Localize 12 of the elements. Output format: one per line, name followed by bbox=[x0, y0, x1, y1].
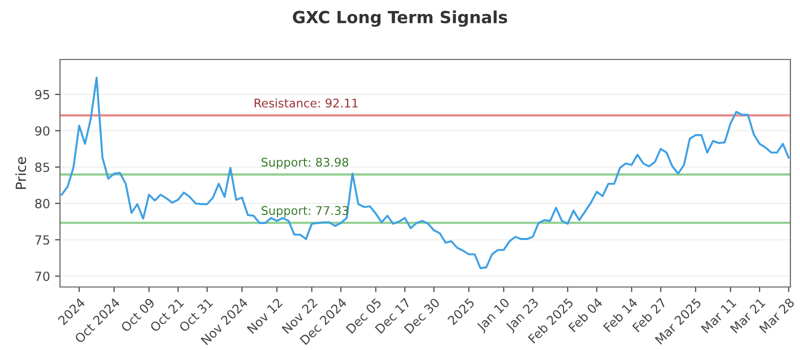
x-tick-label: Nov 12 bbox=[246, 298, 283, 334]
y-tick-label: 70 bbox=[35, 272, 50, 282]
y-tick-label: 85 bbox=[35, 162, 50, 172]
y-tick-label: 90 bbox=[35, 126, 50, 136]
y-axis-title: Price bbox=[15, 157, 26, 189]
ref-line-label: Support: 83.98 bbox=[262, 158, 348, 169]
y-tick-label: 80 bbox=[35, 198, 50, 208]
y-tick-label: 75 bbox=[35, 235, 50, 245]
ref-line-label: Resistance: 92.11 bbox=[254, 98, 358, 108]
y-tick-label: 95 bbox=[35, 90, 50, 100]
chart-title: GXC Long Term Signals bbox=[292, 10, 508, 27]
line-series bbox=[60, 76, 790, 270]
